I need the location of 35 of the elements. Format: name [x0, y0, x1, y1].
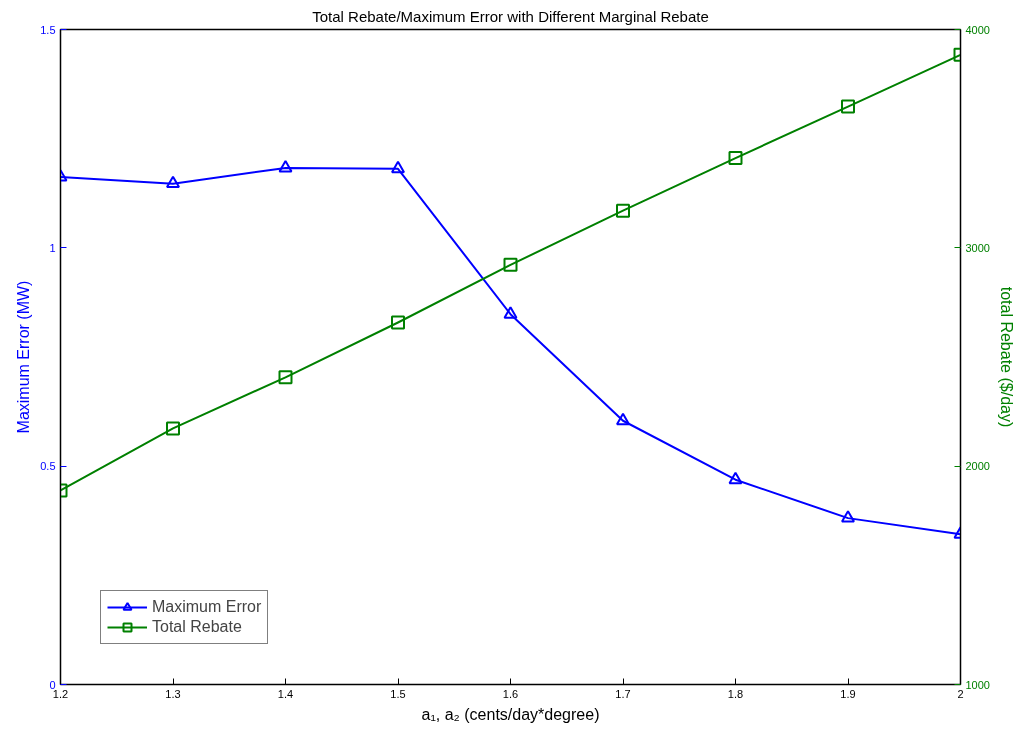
- chart-title: Total Rebate/Maximum Error with Different Marginal Rebate: [312, 7, 709, 25]
- y-tick-label: 1: [49, 241, 56, 254]
- x-axis-title: a₁, a₂ (cents/day*degree): [421, 705, 600, 723]
- y2-tick-label: 4000: [965, 23, 990, 36]
- point: [841, 99, 855, 114]
- y2-axis-title: total Rebate ($/day): [997, 286, 1015, 428]
- point: [278, 370, 293, 385]
- point: [278, 160, 293, 173]
- point: [503, 257, 518, 272]
- x-tick-label: 1.5: [390, 687, 406, 700]
- point: [728, 151, 743, 166]
- x-tick-label: 1.7: [615, 687, 631, 700]
- x-tick-label: 1.6: [502, 687, 519, 700]
- y2-tick-label: 3000: [965, 241, 990, 254]
- y-tick-label: 0.5: [40, 460, 56, 473]
- y2-tick-label: 1000: [965, 678, 990, 691]
- point: [166, 421, 180, 436]
- point: [166, 175, 180, 189]
- legend-label: Total Rebate: [152, 618, 242, 636]
- y-axis-title: Maximum Error (MW): [15, 280, 33, 434]
- x-tick-label: 1.9: [840, 687, 856, 700]
- legend-label: Maximum Error: [152, 598, 262, 616]
- point: [616, 203, 630, 218]
- x-tick-label: 1.3: [165, 687, 181, 700]
- x-tick-label: 2: [957, 687, 964, 700]
- point: [503, 306, 518, 319]
- y-tick-label: 1.5: [40, 23, 56, 36]
- x-tick-label: 1.4: [277, 687, 294, 700]
- point: [841, 510, 855, 523]
- y2-tick-label: 2000: [965, 460, 990, 473]
- point: [616, 412, 630, 426]
- point: [728, 471, 743, 485]
- point: [391, 160, 405, 174]
- point: [391, 315, 405, 330]
- x-tick-label: 1.8: [727, 687, 744, 700]
